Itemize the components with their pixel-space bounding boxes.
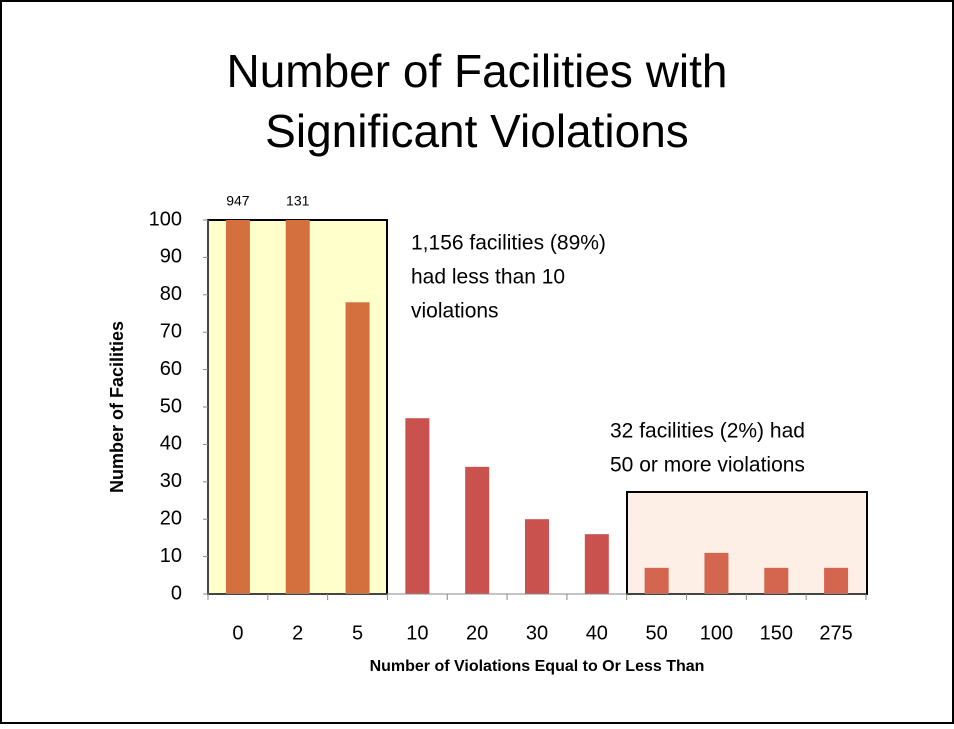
bar (644, 567, 669, 594)
y-tick-label: 30 (160, 470, 182, 492)
x-tick-label: 5 (352, 622, 363, 644)
y-tick-label: 60 (160, 358, 182, 380)
y-tick-label: 10 (160, 545, 182, 567)
bar (225, 220, 250, 594)
x-tick-label: 0 (232, 622, 243, 644)
x-tick-label: 50 (646, 622, 668, 644)
annotation: 50 or more violations (610, 454, 805, 477)
chart-title: Number of Facilities with (226, 45, 727, 97)
y-tick-label: 90 (160, 246, 182, 268)
y-tick-label: 80 (160, 283, 182, 305)
y-tick-label: 40 (160, 433, 182, 455)
x-tick-label: 100 (700, 622, 733, 644)
x-tick-label: 20 (466, 622, 488, 644)
y-tick-label: 0 (171, 582, 182, 604)
chart-title: Significant Violations (265, 105, 689, 157)
x-tick-label: 150 (760, 622, 793, 644)
bar (764, 567, 789, 594)
x-tick-label: 275 (819, 622, 852, 644)
annotation: 1,156 facilities (89%) (411, 232, 606, 255)
y-tick-label: 20 (160, 507, 182, 529)
x-tick-label: 30 (526, 622, 548, 644)
annotation: violations (411, 300, 499, 323)
data-label: 131 (286, 193, 310, 209)
x-tick-label: 10 (406, 622, 428, 644)
x-tick-label: 40 (586, 622, 608, 644)
bar (345, 302, 370, 594)
x-tick-label: 2 (292, 622, 303, 644)
bar (525, 519, 549, 594)
y-axis-title: Number of Facilities (107, 321, 127, 493)
x-axis-title: Number of Violations Equal to Or Less Th… (370, 658, 705, 675)
bar (824, 567, 849, 594)
bar (285, 220, 310, 594)
annotation: had less than 10 (411, 266, 565, 289)
bar (704, 552, 729, 594)
y-tick-label: 70 (160, 320, 182, 342)
bar (405, 418, 430, 594)
annotation: 32 facilities (2%) had (610, 420, 805, 443)
data-label: 947 (226, 193, 250, 209)
y-tick-label: 50 (160, 395, 182, 417)
bar (584, 534, 609, 594)
y-tick-label: 100 (149, 208, 182, 230)
bars (225, 220, 849, 594)
bar (465, 466, 490, 594)
